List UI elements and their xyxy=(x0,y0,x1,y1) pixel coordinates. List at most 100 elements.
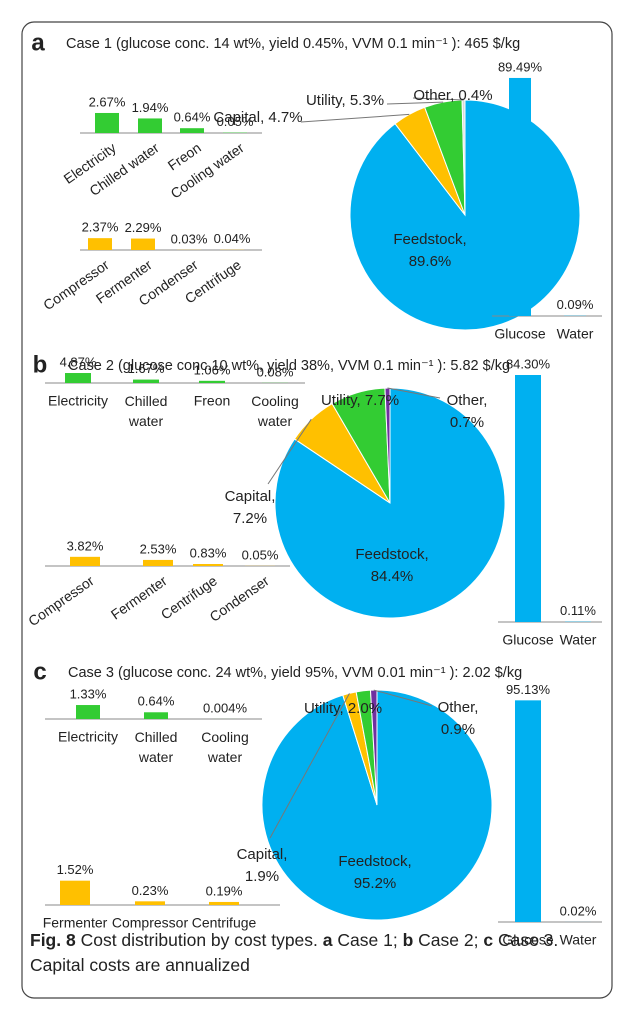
leader-line xyxy=(300,113,410,123)
caption-key: b xyxy=(402,930,414,950)
pie-label: Feedstock, 89.6% xyxy=(393,231,466,270)
panel-letter: a xyxy=(31,29,45,56)
panel-title: Case 3 (glucose conc. 24 wt%, yield 95%,… xyxy=(68,665,522,681)
value-label: 89.49% xyxy=(498,59,543,74)
caption: Fig. 8 Cost distribution by cost types. … xyxy=(30,928,605,978)
value-label: 0.03% xyxy=(171,231,208,246)
pie-label: Utility, 2.0% xyxy=(304,700,382,717)
category-label: Compressor xyxy=(112,915,189,931)
bar xyxy=(65,373,91,383)
value-label: 2.37% xyxy=(82,220,119,235)
pie-label: Other, 0.7% xyxy=(447,392,488,431)
bar xyxy=(88,238,112,250)
category-label: Electricity xyxy=(48,393,108,409)
bar xyxy=(515,375,541,622)
category-label: Chilled water xyxy=(135,729,178,765)
leader-line xyxy=(387,387,441,399)
value-label: 1.06% xyxy=(194,362,231,377)
value-label: 3.82% xyxy=(67,538,104,553)
pie-label: Other, 0.9% xyxy=(438,699,479,738)
value-label: 0.05% xyxy=(217,114,254,129)
category-label: Water xyxy=(560,632,597,648)
category-label: Fermenter xyxy=(43,915,108,931)
panel-letter: c xyxy=(33,658,46,685)
caption-label: Fig. 8 xyxy=(30,930,76,950)
figure-border xyxy=(21,21,613,999)
bar xyxy=(180,128,204,133)
value-label: 0.83% xyxy=(190,545,227,560)
bar xyxy=(144,712,168,719)
value-label: 1.94% xyxy=(132,100,169,115)
value-label: 2.53% xyxy=(140,541,177,556)
caption-item: Case 3. xyxy=(497,930,559,950)
caption-text: Cost distribution by cost types. xyxy=(80,930,318,950)
category-label: Water xyxy=(557,326,594,342)
pie-label: Feedstock, 95.2% xyxy=(338,853,411,892)
value-label: 1.52% xyxy=(57,862,94,877)
bar xyxy=(60,880,90,905)
value-label: 0.23% xyxy=(132,883,169,898)
bar xyxy=(209,901,239,905)
category-label: Glucose xyxy=(494,326,546,342)
category-label: Cooling water xyxy=(168,139,248,201)
value-label: 0.11% xyxy=(560,603,596,618)
bar xyxy=(131,238,155,250)
pie-label: Feedstock, 84.4% xyxy=(355,546,428,585)
category-label: Condenser xyxy=(207,572,273,625)
category-label: Water xyxy=(560,932,597,948)
caption-line: Fig. 8 Cost distribution by cost types. … xyxy=(30,928,605,953)
pie-label: Other, 0.4% xyxy=(413,87,492,104)
bar xyxy=(143,559,173,566)
pie-label: Capital, 4.7% xyxy=(213,109,302,126)
caption-item: Case 2; xyxy=(418,930,479,950)
pie-label: Capital, 1.9% xyxy=(237,846,288,885)
bar xyxy=(509,77,531,316)
value-label: 4.87% xyxy=(60,354,97,369)
caption-item: Case 1; xyxy=(337,930,398,950)
leader-line xyxy=(412,97,464,101)
caption-key: a xyxy=(322,930,333,950)
value-label: 0.08% xyxy=(257,364,294,379)
panel-title: Case 1 (glucose conc. 14 wt%, yield 0.45… xyxy=(66,36,520,52)
pie-label: Capital, 7.2% xyxy=(225,488,276,527)
value-label: 0.02% xyxy=(560,903,597,918)
value-label: 2.29% xyxy=(125,220,162,235)
panel-letter: b xyxy=(33,351,48,378)
category-label: Electricity xyxy=(58,729,118,745)
bar xyxy=(95,112,119,133)
category-label: Centrifuge xyxy=(192,915,257,931)
bar xyxy=(70,556,100,566)
caption-note: Capital costs are annualized xyxy=(30,955,250,975)
category-label: Compressor xyxy=(25,572,97,629)
value-label: 0.05% xyxy=(242,547,279,562)
panel-title: Case 2 (glucose conc.10 wt%, yield 38%, … xyxy=(68,358,510,374)
value-label: 0.09% xyxy=(557,297,594,312)
value-label: 0.19% xyxy=(206,883,243,898)
leader-line xyxy=(267,418,312,485)
value-label: 84.30% xyxy=(506,356,551,371)
bar xyxy=(515,700,541,922)
category-label: Cooling water xyxy=(201,729,248,765)
bar xyxy=(193,564,223,566)
category-label: Chilled water xyxy=(125,393,168,429)
bar xyxy=(135,901,165,905)
category-label: Glucose xyxy=(502,932,554,948)
value-label: 0.64% xyxy=(174,110,211,125)
pie-label: Utility, 7.7% xyxy=(321,392,399,409)
value-label: 0.004% xyxy=(203,700,248,715)
bar xyxy=(133,379,159,383)
bar xyxy=(76,705,100,719)
value-label: 1.67% xyxy=(128,361,165,376)
value-label: 95.13% xyxy=(506,682,551,697)
category-label: Glucose xyxy=(502,632,554,648)
category-label: Cooling water xyxy=(251,393,298,429)
leader-line xyxy=(373,689,433,707)
bar xyxy=(199,380,225,383)
caption-key: c xyxy=(483,930,494,950)
bar xyxy=(138,118,162,133)
pie-label: Utility, 5.3% xyxy=(306,92,384,109)
value-label: 0.04% xyxy=(214,231,251,246)
leader-line xyxy=(386,101,444,105)
